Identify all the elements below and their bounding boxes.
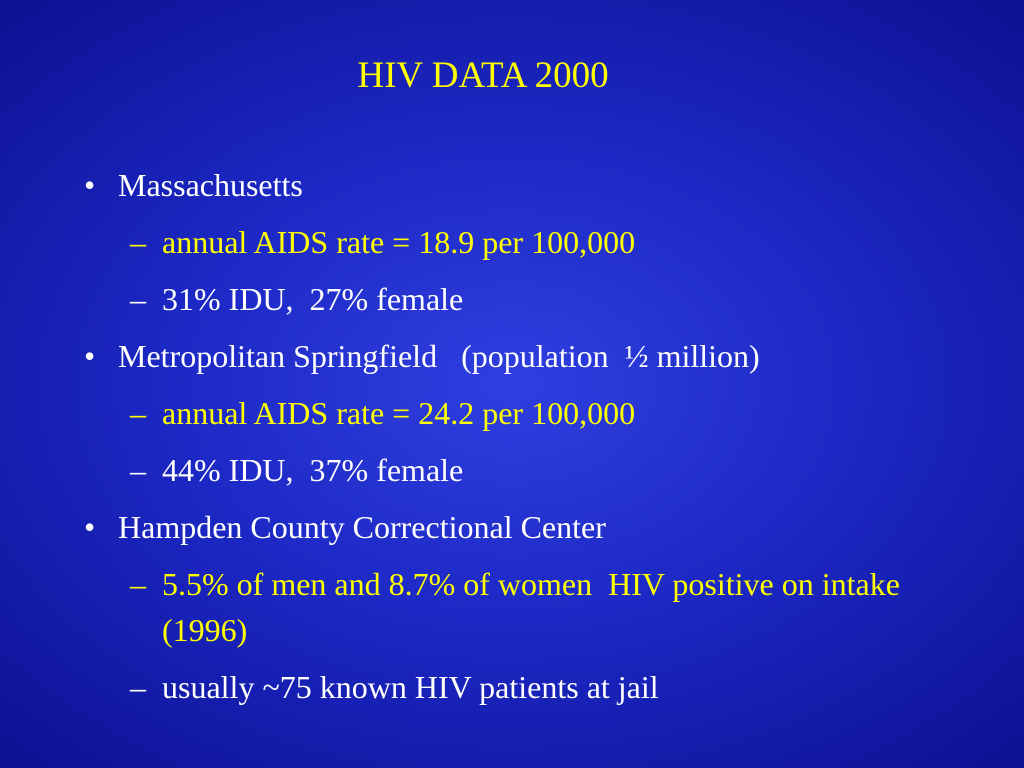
sub-bullet: usually ~75 known HIV patients at jail — [0, 664, 1024, 710]
bullet-list: Massachusetts annual AIDS rate = 18.9 per… — [0, 151, 1024, 710]
bullet: Metropolitan Springfield (population ½ m… — [0, 333, 1024, 379]
sub-bullet-text: annual AIDS rate = 24.2 per 100,000 — [162, 395, 636, 431]
sub-bullet: annual AIDS rate = 18.9 per 100,000 — [0, 219, 1024, 265]
bullet-text: Metropolitan Springfield (population ½ m… — [118, 338, 760, 374]
sub-bullet: 5.5% of men and 8.7% of women HIV positi… — [0, 561, 1024, 653]
sub-bullet: 44% IDU, 37% female — [0, 447, 1024, 493]
sub-bullet-text: 5.5% of men and 8.7% of women HIV positi… — [162, 566, 908, 648]
bullet: Massachusetts — [0, 162, 1024, 208]
bullet-text: Massachusetts — [118, 167, 303, 203]
sub-bullet: 31% IDU, 27% female — [0, 276, 1024, 322]
sub-bullet-text: annual AIDS rate = 18.9 per 100,000 — [162, 224, 636, 260]
slide-title: HIV DATA 2000 — [357, 55, 609, 96]
sub-bullet: annual AIDS rate = 24.2 per 100,000 — [0, 390, 1024, 436]
sub-bullet-text: 44% IDU, 37% female — [162, 452, 464, 488]
bullet: Hampden County Correctional Center — [0, 504, 1024, 550]
sub-bullet-text: 31% IDU, 27% female — [162, 281, 464, 317]
bullet-text: Hampden County Correctional Center — [118, 509, 606, 545]
sub-bullet-text: usually ~75 known HIV patients at jail — [162, 669, 659, 705]
